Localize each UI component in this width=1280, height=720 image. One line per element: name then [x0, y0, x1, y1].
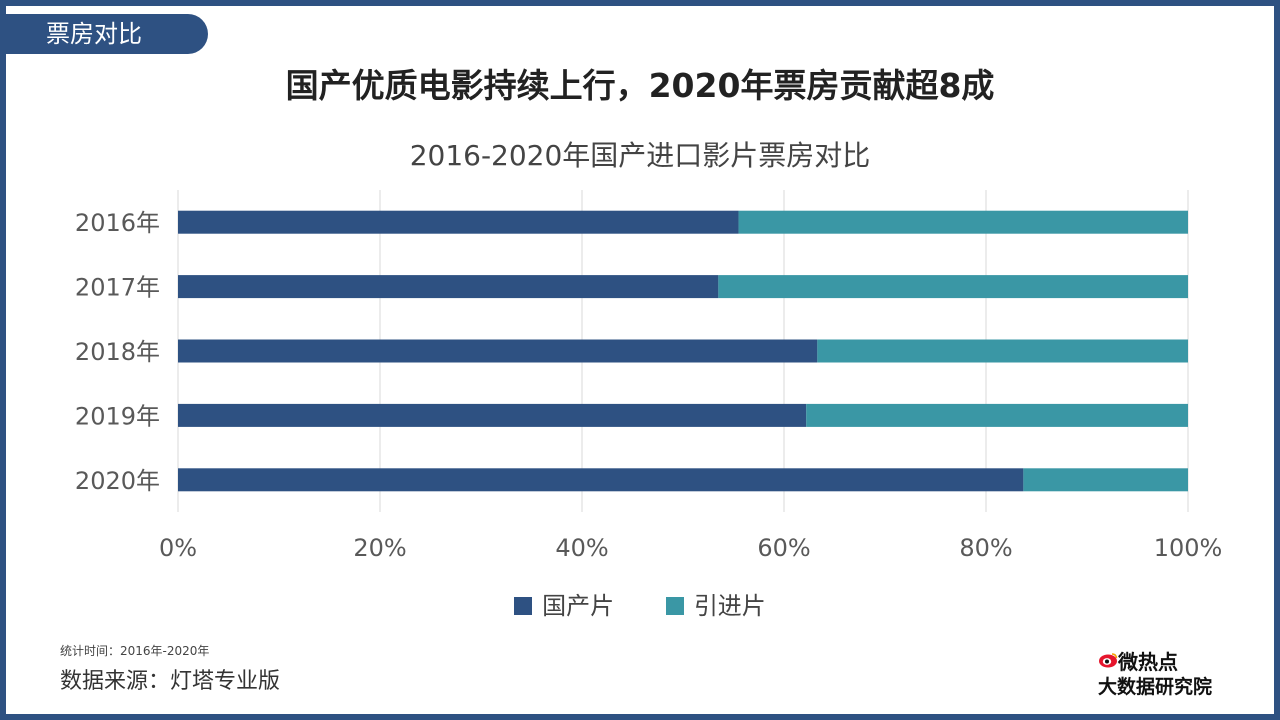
bar-domestic — [178, 468, 1024, 492]
bar-imported — [806, 403, 1188, 427]
bar-domestic — [178, 339, 818, 363]
y-category-label: 2016年 — [75, 209, 160, 237]
legend-item-domestic: 国产片 — [514, 586, 614, 626]
chart-legend: 国产片 引进片 — [0, 586, 1280, 626]
frame-left-border — [0, 0, 6, 720]
x-tick-label: 40% — [555, 534, 608, 562]
bar-imported — [718, 275, 1188, 299]
x-tick-label: 80% — [959, 534, 1012, 562]
y-category-label: 2020年 — [75, 467, 160, 495]
x-tick-label: 100% — [1154, 534, 1223, 562]
y-category-label: 2017年 — [75, 274, 160, 302]
period-note: 统计时间：2016年-2020年 — [60, 644, 210, 658]
legend-label-imported: 引进片 — [693, 592, 766, 620]
stacked-bar-chart: 0% 20% 40% 60% 80% 100% 2016年 2017年 2018年 2019年 20… — [75, 190, 1223, 562]
bar-imported — [738, 210, 1188, 234]
source-note: 数据来源：灯塔专业版 — [60, 669, 281, 694]
logo-line1: 微热点 — [1118, 650, 1178, 674]
x-tick-label: 20% — [353, 534, 406, 562]
bar-imported — [817, 339, 1188, 363]
bar-domestic — [178, 403, 807, 427]
bar-domestic — [178, 210, 739, 234]
legend-label-domestic: 国产片 — [542, 592, 615, 620]
bar-domestic — [178, 275, 719, 299]
y-category-label: 2018年 — [75, 338, 160, 366]
legend-swatch-domestic — [514, 597, 533, 615]
logo-line2: 大数据研究院 — [1098, 676, 1213, 698]
frame-top-border — [0, 0, 1280, 6]
main-title: 国产优质电影持续上行，2020年票房贡献超8成 — [285, 66, 995, 105]
legend-item-imported: 引进片 — [665, 586, 766, 626]
legend-swatch-imported — [665, 597, 684, 615]
section-tag: 票房对比 — [0, 14, 208, 54]
logo: 微热点 大数据研究院 — [1098, 648, 1238, 702]
bar-imported — [1023, 468, 1188, 492]
frame-bottom-border — [0, 714, 1280, 720]
frame-right-border — [1274, 0, 1280, 720]
x-tick-label: 60% — [757, 534, 810, 562]
y-category-label: 2019年 — [75, 402, 160, 430]
chart-title: 2016-2020年国产进口影片票房对比 — [409, 139, 871, 172]
x-tick-label: 0% — [159, 534, 197, 562]
weibo-eye-icon — [1099, 653, 1118, 668]
